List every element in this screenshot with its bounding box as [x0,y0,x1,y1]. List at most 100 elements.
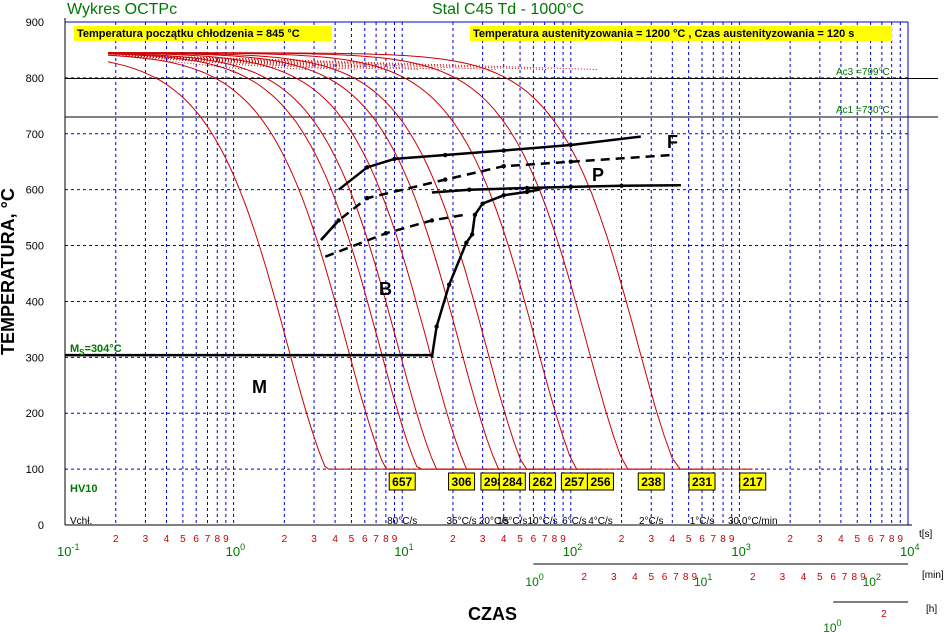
transformation-point [446,282,452,287]
hardness-box [388,472,416,491]
hardness-box [688,472,716,491]
x-minor-label: 5 [349,534,355,545]
transformation-point [501,193,506,198]
x-minor-label: 5 [517,534,523,545]
transformation-point [434,324,439,329]
x-minor-label: 3 [817,534,823,545]
ac3-label: Ac3 =799°C [836,67,890,78]
y-tick-label: 700 [26,129,44,141]
cooling-rate-label: Vchł. [70,516,92,527]
phase-label-ferrite: F [667,132,678,152]
chart-title-left: Wykres OCTPc [67,1,177,18]
y-axis-title: TEMPERATURA, °C [0,188,18,355]
cooling-curves [107,52,753,470]
transformation-point [443,152,448,158]
ms-label: MS=304°C [70,343,122,357]
transformation-point [501,148,506,153]
hardness-value: 284 [502,475,522,489]
x-minor-label: 8 [214,534,220,545]
cooling-curve [107,61,403,470]
x-minor-label: 3 [311,534,317,545]
cooling-rate: 35°C/s [447,516,477,527]
x-minor-label: 9 [392,534,398,545]
austenitizing-box [470,26,892,41]
minutes-minor-label: 7 [673,572,679,583]
y-tick-label: 0 [38,520,44,532]
transformation-point [429,218,435,223]
minutes-minor-label: 9 [692,572,698,583]
hardness-value: 217 [743,475,763,489]
x-axis-title: CZAS [468,604,517,624]
x-minor-label: 2 [450,534,456,545]
transformation-point [464,240,469,245]
transformation-lines [65,135,681,358]
x-minor-label: 2 [619,534,625,545]
hardness-value: 306 [452,475,472,489]
x-minor-label: 5 [180,534,186,545]
x-minor-label: 2 [787,534,793,545]
x-minor-label: 6 [699,534,705,545]
transformation-point [472,212,478,218]
y-tick-label: 500 [26,241,44,253]
x-minor-label: 7 [205,534,211,545]
y-tick-label: 300 [26,352,44,364]
hardness-value: 238 [641,475,661,489]
y-tick-label: 800 [26,73,44,85]
cooling-rates: 80°C/s 35°C/s 20°C/s15°C/s 10°C/s 6°C/s 4°C/s… [387,516,777,527]
transformation-point [524,189,530,195]
x-minor-label: 7 [711,534,717,545]
minutes-minor-label: 8 [851,572,857,583]
x-minor-label: 5 [854,534,860,545]
cooling-curve [108,52,575,470]
hardness-value: 256 [590,475,610,489]
transformation-line [320,219,340,241]
x-minor-label: 3 [648,534,654,545]
minutes-minor-label: 2 [750,572,756,583]
x-minor-label: 9 [223,534,229,545]
minutes-minor-label: 6 [830,572,836,583]
cooling-curve-start [134,55,446,71]
transformation-line [324,213,466,258]
transformation-point [443,177,448,182]
cooling-rate: 1°C/s [690,516,715,527]
minutes-minor-label: 5 [648,572,654,583]
hardness-box [529,472,557,491]
hours-unit-label: [h] [926,604,937,615]
hardness-box [448,472,476,491]
cooling-curve [107,53,494,470]
hardness-value: 231 [692,475,712,489]
cooling-curve [108,52,543,470]
cooling-curve [107,54,462,470]
transformation-point [469,232,475,237]
x-minor-label: 6 [193,534,199,545]
cooling-rate: 15°C/s [497,516,527,527]
minutes-minor-label: 3 [780,572,786,583]
transformation-point [568,142,573,148]
x-minor-label: 7 [542,534,548,545]
phase-label-martensite: M [252,377,267,397]
transformation-point [364,165,370,170]
x-minor-label: 6 [531,534,537,545]
hardness-box [586,472,614,491]
y-tick-label: 100 [26,464,44,476]
x-minor-label: 2 [282,534,288,545]
hardness-box [739,472,767,491]
y-tick-label: 400 [26,296,44,308]
x-minor-label: 4 [670,534,676,545]
x-minor-label: 3 [143,534,149,545]
transformation-point [383,231,389,236]
hardness-box [498,472,526,491]
start-temperature-note: Temperatura początku chłodzenia = 845 °C [77,28,300,40]
transformation-point [524,185,530,191]
x-minor-label: 7 [373,534,379,545]
minutes-minor-label: 6 [662,572,668,583]
x-minor-label: 9 [898,534,904,545]
x-minor-label: 5 [686,534,692,545]
phase-label-pearlite: P [592,165,604,185]
y-tick-label: 200 [26,408,44,420]
cooling-curve-start [119,55,307,71]
transformation-point [568,184,573,190]
